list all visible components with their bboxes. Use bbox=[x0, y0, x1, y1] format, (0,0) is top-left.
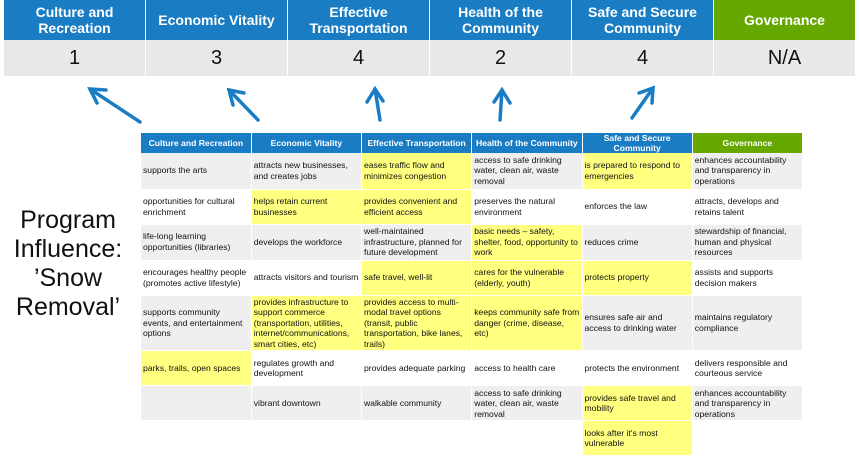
arrow-head bbox=[492, 86, 512, 105]
table-cell: stewardship of financial, human and phys… bbox=[692, 224, 804, 261]
table-row: vibrant downtown walkable community access… bbox=[141, 385, 804, 422]
title-line: Program bbox=[20, 206, 116, 234]
table-cell: provides convenient and efficient access bbox=[361, 189, 473, 225]
table-cell: access to safe drinking water, clean air… bbox=[471, 385, 583, 422]
table-cell: enhances accountability and transparency… bbox=[692, 385, 804, 422]
table-cell: encourages healthy people (promotes acti… bbox=[141, 260, 252, 296]
table-cell: parks, trails, open spaces bbox=[141, 350, 252, 387]
table-cell: preserves the natural environment bbox=[471, 189, 583, 225]
table-cell: ensures safe air and access to drinking … bbox=[582, 295, 693, 352]
table-cell: supports the arts bbox=[141, 153, 252, 190]
arrow-head bbox=[226, 87, 246, 107]
table-cell: attracts visitors and tourism bbox=[251, 260, 363, 296]
arrow-head bbox=[637, 85, 655, 105]
table-cell: opportunities for cultural enrichment bbox=[141, 189, 252, 225]
category-score: 4 bbox=[572, 40, 714, 76]
table-row: parks, trails, open spaces regulates grow… bbox=[141, 350, 804, 387]
table-cell: assists and supports decision makers bbox=[692, 260, 804, 296]
arrow-safe bbox=[630, 86, 655, 120]
category-header: Culture and Recreation bbox=[4, 0, 146, 40]
table-cell: access to health care bbox=[471, 350, 583, 387]
title-line: Removal’ bbox=[15, 293, 121, 321]
table-cell bbox=[141, 420, 252, 457]
table-cell: eases traffic flow and minimizes congest… bbox=[361, 153, 473, 190]
arrow-transport bbox=[373, 87, 382, 122]
table-cell: basic needs – safety, shelter, food, opp… bbox=[471, 224, 583, 261]
table-cell: maintains regulatory compliance bbox=[692, 295, 804, 352]
table-row: looks after it's most vulnerable bbox=[141, 420, 804, 457]
arrow-culture bbox=[88, 87, 142, 124]
table-cell: provides adequate parking bbox=[361, 350, 473, 387]
table-cell bbox=[251, 420, 363, 457]
column-header: Governance bbox=[692, 133, 804, 153]
category-header: Safe and Secure Community bbox=[572, 0, 714, 40]
table-cell: protects the environment bbox=[582, 350, 693, 387]
table-cell: provides infrastructure to support comme… bbox=[251, 295, 363, 352]
column-header: Economic Vitality bbox=[251, 133, 363, 153]
table-row: supports community events, and entertain… bbox=[141, 295, 804, 352]
program-influence-title: Program Influence: ’Snow Removal’ bbox=[0, 206, 136, 322]
column-header: Safe and Secure Community bbox=[582, 133, 693, 153]
table-cell: enforces the law bbox=[582, 189, 693, 225]
table-cell: walkable community bbox=[361, 385, 473, 422]
table-cell: develops the workforce bbox=[251, 224, 363, 261]
table-cell bbox=[471, 420, 583, 457]
influence-matrix: Culture and Recreation Economic Vitality E… bbox=[141, 133, 804, 457]
arrow-head bbox=[365, 85, 385, 104]
category-score: 2 bbox=[430, 40, 572, 76]
category-score: N/A bbox=[714, 40, 856, 76]
table-cell: supports community events, and entertain… bbox=[141, 295, 252, 352]
title-line: ’Snow bbox=[33, 264, 103, 292]
table-row: supports the arts attracts new businesses… bbox=[141, 153, 804, 190]
table-cell: vibrant downtown bbox=[251, 385, 363, 422]
table-cell: provides access to multi-modal travel op… bbox=[361, 295, 473, 352]
category-header: Effective Transportation bbox=[288, 0, 430, 40]
title-line: Influence: bbox=[13, 235, 123, 263]
column-header: Health of the Community bbox=[471, 133, 583, 153]
table-cell bbox=[361, 420, 473, 457]
table-cell: access to safe drinking water, clean air… bbox=[471, 153, 583, 190]
category-score: 1 bbox=[4, 40, 146, 76]
category-header: Governance bbox=[714, 0, 856, 40]
arrow-economic bbox=[227, 88, 260, 122]
table-cell: attracts new businesses, and creates job… bbox=[251, 153, 363, 190]
table-cell: cares for the vulnerable (elderly, youth… bbox=[471, 260, 583, 296]
table-cell: regulates growth and development bbox=[251, 350, 363, 387]
table-cell: reduces crime bbox=[582, 224, 693, 261]
table-cell bbox=[692, 420, 804, 457]
table-cell: attracts, develops and retains talent bbox=[692, 189, 804, 225]
table-cell: protects property bbox=[582, 260, 693, 296]
column-header: Effective Transportation bbox=[361, 133, 473, 153]
table-cell: safe travel, well-lit bbox=[361, 260, 473, 296]
table-cell: provides safe travel and mobility bbox=[582, 385, 693, 422]
category-header: Economic Vitality bbox=[146, 0, 288, 40]
table-cell: helps retain current businesses bbox=[251, 189, 363, 225]
category-score: 4 bbox=[288, 40, 430, 76]
table-cell: keeps community safe from danger (crime,… bbox=[471, 295, 583, 352]
category-score: 3 bbox=[146, 40, 288, 76]
arrow-health bbox=[498, 88, 504, 122]
table-row: life-long learning opportunities (librar… bbox=[141, 224, 804, 261]
table-cell bbox=[141, 385, 252, 422]
table-row: encourages healthy people (promotes acti… bbox=[141, 260, 804, 296]
table-cell: well-maintained infrastructure, planned … bbox=[361, 224, 473, 261]
score-summary: Culture and Recreation 1 Economic Vitality… bbox=[4, 0, 856, 76]
arrow-head bbox=[87, 87, 108, 105]
category-header: Health of the Community bbox=[430, 0, 572, 40]
table-row: opportunities for cultural enrichment hel… bbox=[141, 189, 804, 225]
column-header: Culture and Recreation bbox=[141, 133, 252, 153]
table-cell: looks after it's most vulnerable bbox=[582, 420, 693, 457]
table-cell: enhances accountability and transparency… bbox=[692, 153, 804, 190]
table-cell: life-long learning opportunities (librar… bbox=[141, 224, 252, 261]
table-cell: delivers responsible and courteous servi… bbox=[692, 350, 804, 387]
table-cell: is prepared to respond to emergencies bbox=[582, 153, 693, 190]
